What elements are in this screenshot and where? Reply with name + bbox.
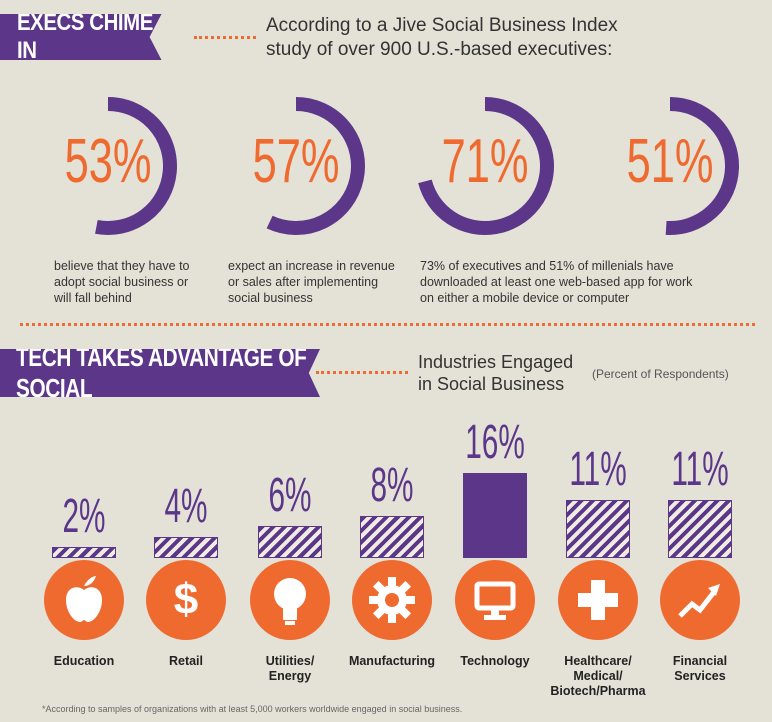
dollar-icon: $ [174, 575, 198, 624]
stat-ring-arc-1 [95, 97, 177, 235]
industry-icon-circle [250, 560, 330, 640]
intro-text: According to a Jive Social Business Inde… [266, 15, 618, 60]
footnote: *According to samples of organizations w… [42, 704, 463, 714]
category-label: Utilities/Energy [230, 654, 350, 684]
stat-ring-3 [418, 97, 554, 235]
bar-value-label: 2% [62, 490, 106, 544]
industry-icon-circle [660, 560, 740, 640]
stat-ring-4 [665, 97, 739, 235]
lightbulb-icon [274, 578, 306, 625]
dotted-connector [194, 36, 256, 39]
monitor-icon [474, 581, 516, 620]
stat-caption-1: believe that they have to adopt social b… [54, 259, 190, 305]
category-label-line: Education [53, 654, 115, 668]
category-label: Healthcare/Medical/Biotech/Pharma [538, 654, 658, 699]
bar-financial-services [668, 499, 732, 558]
category-label-line: Medical/ [573, 669, 623, 683]
stat-ring-arc-2 [266, 97, 365, 235]
bar-value-label: 4% [164, 479, 208, 533]
category-label-line: Utilities/ [265, 654, 315, 668]
bar-value-label: 8% [370, 458, 414, 512]
bar-value-label: 16% [465, 416, 525, 470]
trend-arrow-icon [678, 584, 720, 618]
tech-takes-advantage-banner: TECH TAKES ADVANTAGE OF SOCIAL [0, 349, 320, 397]
bar-retail [154, 536, 218, 558]
category-label-line: Energy [268, 669, 312, 683]
category-label-line: Services [674, 669, 726, 683]
category-label: Manufacturing [332, 654, 452, 669]
category-label-line: Manufacturing [348, 654, 436, 668]
stat-value-2: 57% [252, 127, 340, 196]
industry-icon-circle: $ [146, 560, 226, 640]
industry-icon-circle [44, 560, 124, 640]
chart-subtitle: (Percent of Respondents) [592, 367, 729, 381]
svg-text:$: $ [174, 575, 198, 624]
stat-value-1: 53% [64, 127, 152, 196]
chart-title: Industries Engaged in Social Business [418, 352, 574, 394]
execs-chime-in-banner: EXECS CHIME IN [0, 14, 162, 60]
apple-icon [66, 576, 102, 622]
category-label: Education [24, 654, 144, 669]
category-label: Financial Services [640, 654, 760, 684]
category-label-line: Financial [672, 654, 728, 668]
category-label-line: Technology [460, 654, 530, 668]
bar-value-label: 6% [268, 469, 312, 523]
section-divider [20, 323, 755, 326]
industry-icon-circle [455, 560, 535, 640]
category-label: Technology [435, 654, 555, 669]
stat-caption-3: 73% of executives and 51% of millenials … [420, 259, 693, 305]
category-label-line: Healthcare/ [564, 654, 632, 668]
medical-cross-icon [578, 580, 618, 620]
stat-caption-2: expect an increase in revenue or sales a… [228, 259, 395, 305]
stat-ring-1 [95, 97, 177, 235]
stat-value-3: 71% [441, 127, 529, 196]
stat-ring-2 [266, 97, 365, 235]
industry-icon-circle [558, 560, 638, 640]
bar-utilities-energy [258, 526, 322, 558]
industry-icon-circle [352, 560, 432, 640]
stat-value-4: 51% [626, 127, 714, 196]
dotted-connector-2 [316, 371, 408, 374]
bar-education [52, 547, 116, 558]
stat-ring-arc-3 [418, 97, 554, 235]
category-label: Retail [126, 654, 246, 669]
category-label-line: Biotech/Pharma [550, 684, 646, 698]
gear-icon [369, 577, 415, 623]
bar-value-label: 11% [671, 442, 729, 496]
bar-technology [463, 473, 527, 558]
bar-manufacturing [360, 515, 424, 558]
bar-value-label: 11% [569, 442, 627, 496]
stat-ring-arc-4 [665, 97, 739, 235]
category-label-line: Retail [168, 654, 204, 668]
bar-healthcare-medical-biotech-pharma [566, 499, 630, 558]
